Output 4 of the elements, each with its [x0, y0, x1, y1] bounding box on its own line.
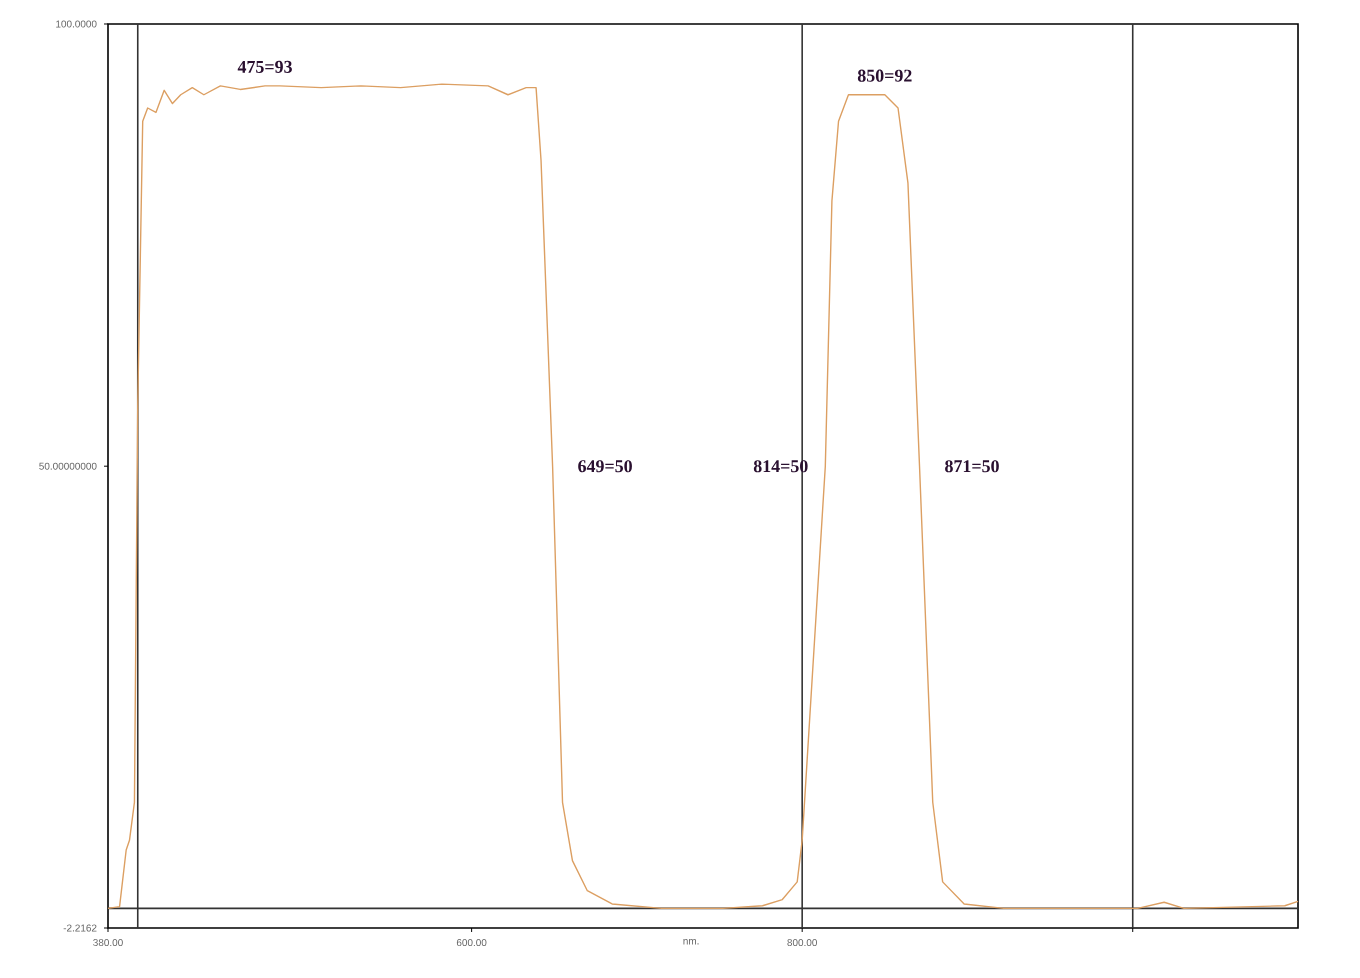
annotation: 871=50	[945, 460, 999, 473]
annotation: 475=93	[237, 60, 292, 73]
annotation: 850=92	[857, 69, 912, 82]
annotation: 649=50	[578, 460, 632, 473]
